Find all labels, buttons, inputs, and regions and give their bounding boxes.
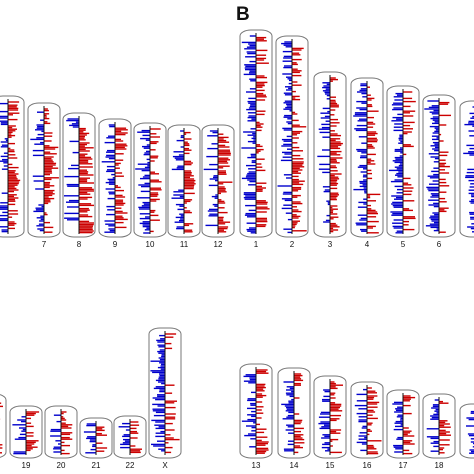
chromosome-label: 7 bbox=[42, 240, 47, 249]
chromosome-label: 3 bbox=[328, 240, 333, 249]
chromosome-11: 11 bbox=[167, 124, 201, 249]
chromosome-label: 20 bbox=[57, 461, 66, 470]
chromosome-left_top-1 bbox=[0, 95, 25, 238]
chromosome-label: 16 bbox=[363, 461, 372, 470]
chromosome-17: 17 bbox=[386, 389, 420, 470]
chromosome-ideograms: 7 8 9 10 11 12 1 2 3 4 5 619 20 21 22 X 13 14 15 16 17 18 bbox=[0, 29, 474, 470]
chromosome-label: 12 bbox=[214, 240, 223, 249]
chromosome-right_bottom-6 bbox=[459, 403, 474, 459]
chromosome-label: 19 bbox=[22, 461, 31, 470]
chromosome-8: 8 bbox=[62, 112, 96, 249]
chromosome-label: 1 bbox=[254, 240, 259, 249]
chromosome-label: 13 bbox=[252, 461, 261, 470]
chromosome-label: 14 bbox=[290, 461, 299, 470]
chromosome-outline bbox=[0, 95, 25, 238]
chromosome-right_top-6 bbox=[459, 100, 474, 238]
chromosome-14: 14 bbox=[277, 367, 311, 470]
chromosome-3: 3 bbox=[313, 71, 347, 249]
chromosome-label: X bbox=[162, 461, 168, 470]
chromosome-label: 6 bbox=[437, 240, 442, 249]
chromosome-21: 21 bbox=[79, 417, 113, 470]
chromosome-label: 11 bbox=[180, 240, 189, 249]
chromosome-label: 9 bbox=[113, 240, 118, 249]
chromosome-22: 22 bbox=[113, 415, 147, 470]
chromosome-10: 10 bbox=[133, 122, 167, 249]
chromosome-label: 4 bbox=[365, 240, 370, 249]
chromosome-label: 22 bbox=[126, 461, 135, 470]
chromosome-left_bottom-0 bbox=[0, 394, 7, 458]
panel-label-b: B bbox=[236, 4, 250, 25]
chromosome-13: 13 bbox=[239, 363, 273, 470]
chromosome-9: 9 bbox=[98, 118, 132, 249]
chromosome-label: 2 bbox=[290, 240, 295, 249]
chromosome-12: 12 bbox=[201, 124, 235, 249]
chromosome-label: 8 bbox=[77, 240, 82, 249]
chromosome-label: 5 bbox=[401, 240, 406, 249]
chromosome-outline bbox=[0, 394, 7, 458]
chromosome-7: 7 bbox=[27, 102, 61, 249]
chromosome-20: 20 bbox=[44, 405, 78, 470]
chromosome-16: 16 bbox=[350, 381, 384, 470]
chromosome-1: 1 bbox=[239, 29, 273, 249]
chromosome-4: 4 bbox=[350, 77, 384, 249]
chromosome-15: 15 bbox=[313, 375, 347, 470]
chromosome-label: 17 bbox=[399, 461, 408, 470]
chromosome-6: 6 bbox=[422, 94, 456, 249]
chromosome-label: 21 bbox=[92, 461, 101, 470]
chromosome-label: 18 bbox=[435, 461, 444, 470]
chromosome-label: 15 bbox=[326, 461, 335, 470]
chromosome-label: 10 bbox=[146, 240, 155, 249]
chromosome-18: 18 bbox=[422, 393, 456, 470]
chromosome-X: X bbox=[148, 327, 182, 470]
chromosome-2: 2 bbox=[275, 35, 309, 249]
chromosome-5: 5 bbox=[386, 85, 420, 249]
chromosome-19: 19 bbox=[9, 405, 43, 470]
